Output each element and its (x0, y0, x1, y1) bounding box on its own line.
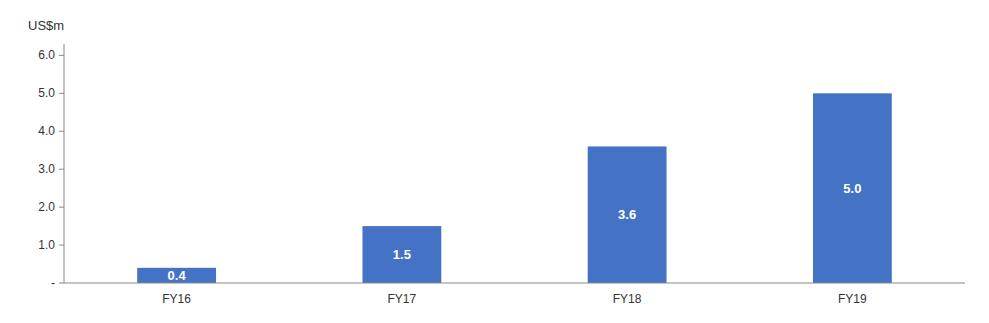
bars (137, 93, 892, 283)
y-tick-label: 6.0 (38, 48, 55, 62)
bar (362, 226, 441, 283)
y-tick (59, 245, 64, 246)
data-label: 1.5 (393, 247, 411, 262)
x-tick-label: FY19 (838, 292, 867, 306)
x-tick-label: FY18 (613, 292, 642, 306)
data-label: 0.4 (168, 268, 187, 283)
y-axis-label: US$m (28, 18, 64, 33)
bar (813, 93, 892, 283)
y-tick-label: 5.0 (38, 86, 55, 100)
data-label: 3.6 (618, 207, 636, 222)
y-tick (59, 131, 64, 132)
y-tick (59, 283, 64, 284)
data-label: 5.0 (843, 181, 861, 196)
y-tick-label: 3.0 (38, 162, 55, 176)
bar (137, 268, 216, 283)
y-tick (59, 93, 64, 94)
x-tick-label: FY17 (388, 292, 417, 306)
y-tick (59, 207, 64, 208)
chart-container: 0.4 1.5 3.6 5.0 - 1.0 2.0 3.0 4.0 5.0 6.0 FY16 FY17 F… (0, 0, 989, 323)
y-tick-label: 2.0 (38, 200, 55, 214)
y-tick-label: - (51, 276, 55, 290)
x-tick-label: FY16 (162, 292, 191, 306)
y-tick-label: 1.0 (38, 238, 55, 252)
y-tick (59, 55, 64, 56)
y-tick-label: 4.0 (38, 124, 55, 138)
y-axis-line (64, 44, 65, 283)
axes: - 1.0 2.0 3.0 4.0 5.0 6.0 FY16 FY17 FY18 FY19 (38, 44, 965, 306)
bar (588, 146, 667, 283)
data-labels: 0.4 1.5 3.6 5.0 (168, 181, 862, 283)
y-tick (59, 169, 64, 170)
x-axis-line (64, 283, 965, 284)
chart-svg: 0.4 1.5 3.6 5.0 - 1.0 2.0 3.0 4.0 5.0 6.0 FY16 FY17 F… (0, 0, 989, 323)
